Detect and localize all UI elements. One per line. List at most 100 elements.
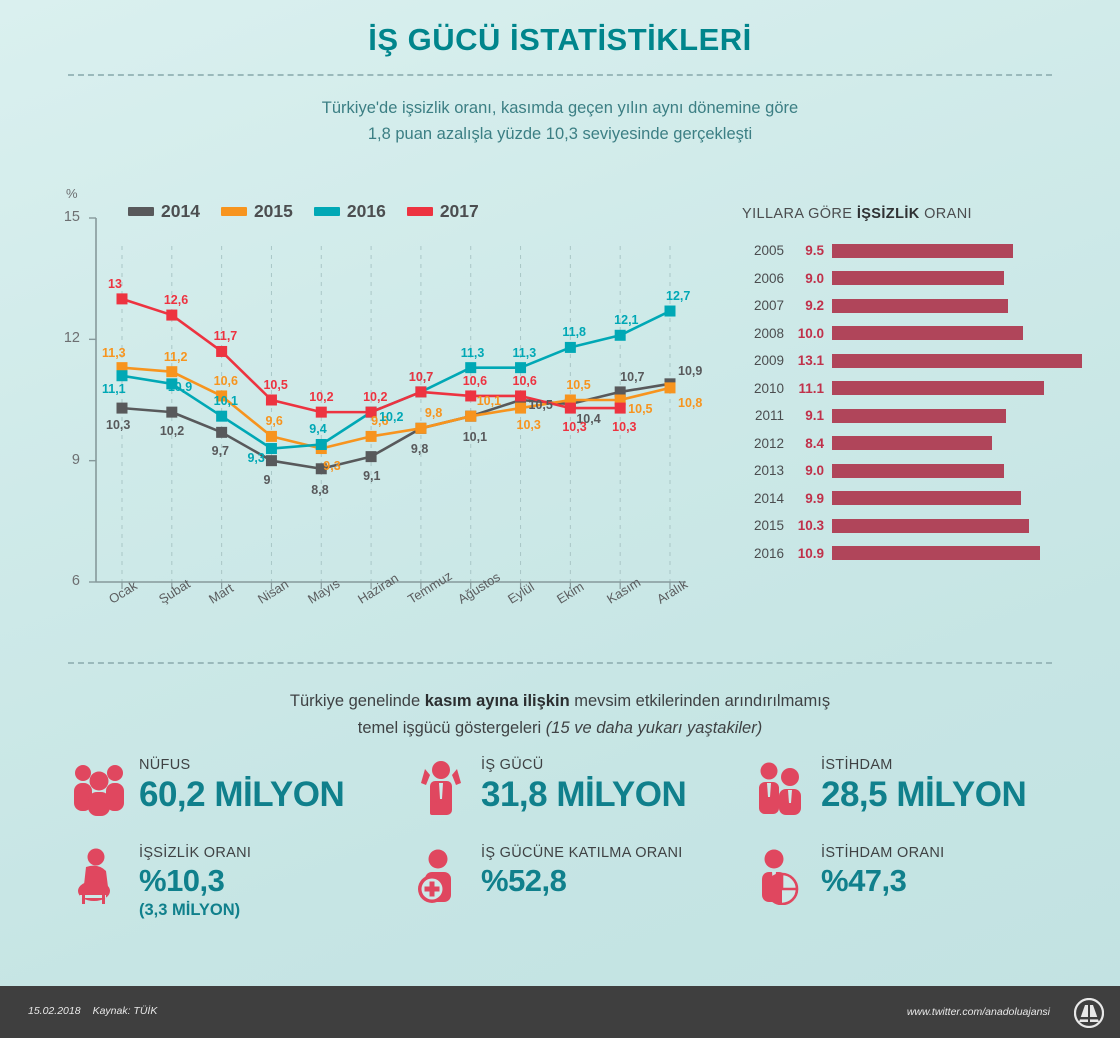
bar-fill	[832, 491, 1021, 505]
bar-year-label: 2007	[753, 298, 784, 313]
point-label-2015-Haziran: 9,6	[371, 414, 389, 429]
note-line1-bold: kasım ayına ilişkin	[424, 692, 570, 710]
bar-track	[832, 491, 1082, 505]
y-tick-6: 6	[71, 573, 80, 589]
divider-middle	[68, 662, 1052, 664]
stat-caption: NÜFUS	[139, 757, 191, 773]
stat-value: 60,2 MİLYON	[139, 775, 345, 814]
stat-card-i-g-c-: İŞ GÜCÜ 31,8 MİLYON	[412, 757, 687, 822]
stat-caption: İSTİHDAM ORANI	[821, 845, 945, 861]
point-label-2016-Eylül: 11,3	[512, 345, 537, 360]
point-label-2014-Nisan: 9	[263, 472, 271, 487]
stat-text: İŞ GÜCÜNE KATILMA ORANI %52,8	[481, 845, 683, 899]
bar-fill	[832, 271, 1004, 285]
point-label-2015-Mayıs: 9,3	[323, 458, 341, 473]
footer-twitter[interactable]: www.twitter.com/anadoluajansi	[906, 1006, 1050, 1018]
point-label-2017-Ağustos: 10,6	[462, 373, 488, 388]
aa-logo-icon	[1073, 997, 1105, 1033]
stat-card-i-g-c-ne-katilma-orani: İŞ GÜCÜNE KATILMA ORANI %52,8	[412, 845, 683, 910]
point-label-2017-Mart: 11,7	[213, 329, 238, 344]
point-label-2014-Ekim: 10,4	[576, 412, 601, 427]
bar-title-part-2: ORANI	[919, 206, 972, 222]
stat-value: %10,3	[139, 863, 225, 898]
bar-fill	[832, 298, 1008, 313]
note-line2-italic: (15 ve daha yukarı yaştakiler)	[545, 719, 763, 737]
stat-value: 31,8 MİLYON	[481, 775, 687, 814]
chart-legend: 2014 2015 2016 2017	[128, 201, 479, 222]
bar-value-label: 9.0	[805, 463, 824, 478]
stat-subvalue: (3,3 MİLYON)	[139, 901, 241, 919]
bar-track	[832, 436, 1082, 450]
point-label-2017-Eylül: 10,6	[512, 373, 537, 388]
subtitle: Türkiye'de işsizlik oranı, kasımda geçen…	[0, 95, 1120, 147]
bar-fill	[832, 243, 1014, 258]
legend-swatch-2016	[313, 207, 340, 216]
note-text: Türkiye genelinde kasım ayına ilişkin me…	[0, 688, 1120, 742]
bar-year-label: 2012	[753, 435, 784, 451]
bar-track	[832, 353, 1082, 368]
monthly-unemployment-line-chart: % 2014 2015 2016 2017 6 9 12 15 10,3 10,2 9,7 9 8,8…	[0, 0, 720, 660]
point-label-2014-Mayıs: 8,8	[311, 482, 329, 497]
bar-year-label: 2009	[753, 353, 784, 368]
bar-row: 2005 9.5	[742, 238, 1082, 263]
point-label-2015-Ocak: 11,3	[102, 345, 126, 360]
legend-item-2014: 2014	[128, 201, 200, 222]
bar-value-label: 9.0	[805, 270, 824, 286]
point-label-2015-Eylül: 10,3	[516, 418, 541, 433]
person-raised-arms-icon	[421, 761, 461, 815]
bar-value-label: 11.1	[798, 380, 824, 396]
bar-year-label: 2014	[753, 490, 784, 506]
legend-item-2016: 2016	[313, 201, 386, 222]
bar-title-bold: İŞSİZLİK	[856, 206, 920, 222]
point-label-2017-Ekim: 10,3	[562, 420, 587, 435]
point-label-2014-Ağustos: 10,1	[462, 430, 488, 445]
point-label-2015-Aralık: 10,8	[678, 395, 703, 410]
legend-label-2016: 2016	[346, 201, 386, 221]
point-label-2014-Haziran: 9,1	[363, 468, 381, 483]
bar-value-label: 13.1	[797, 353, 824, 368]
note-line2-a: temel işgücü göstergeleri	[357, 719, 546, 737]
note-line1-a: Türkiye genelinde	[289, 692, 425, 710]
person-sitting-icon	[70, 845, 128, 910]
y-tick-15: 15	[63, 209, 80, 225]
bar-row: 2012 8.4	[742, 431, 1082, 456]
bar-row: 2014 9.9	[742, 486, 1082, 511]
point-label-2016-Mart: 10,1	[213, 394, 238, 409]
bar-value-label: 9.2	[805, 298, 824, 313]
subtitle-line-1: Türkiye'de işsizlik oranı, kasımda geçen…	[321, 99, 799, 117]
footer: 15.02.2018 Kaynak: TÜİK www.twitter.com/a…	[0, 986, 1120, 1038]
point-label-2016-Ocak: 11,1	[102, 381, 126, 396]
bar-row: 2010 11.1	[742, 376, 1082, 401]
bar-track	[832, 243, 1082, 258]
bar-year-label: 2013	[753, 463, 784, 478]
point-label-2017-Haziran: 10,2	[363, 390, 388, 405]
stat-card-n-fus: NÜFUS 60,2 MİLYON	[70, 757, 345, 822]
legend-label-2015: 2015	[253, 201, 293, 221]
bar-track	[832, 546, 1082, 560]
bar-value-label: 9.1	[805, 408, 824, 423]
y-tick-9: 9	[71, 451, 80, 468]
bar-year-label: 2011	[754, 408, 784, 423]
person-plus-icon	[412, 845, 470, 910]
bar-row: 2006 9.0	[742, 266, 1082, 291]
footer-left: 15.02.2018 Kaynak: TÜİK	[28, 1005, 169, 1017]
person-plus-icon	[418, 849, 451, 903]
point-label-2017-Kasım: 10,3	[612, 420, 637, 435]
point-label-2014-Kasım: 10,7	[620, 369, 645, 384]
bar-year-label: 2010	[753, 380, 784, 396]
footer-source: Kaynak: TÜİK	[92, 1005, 158, 1017]
point-label-2017-Nisan: 10,5	[263, 378, 288, 392]
bar-row: 2016 10.9	[742, 541, 1082, 566]
point-label-2015-Ağustos: 10,1	[476, 394, 502, 409]
note-line1-c: mevsim etkilerinden arındırılmamış	[569, 692, 831, 710]
point-label-2014-Aralık: 10,9	[678, 363, 703, 378]
bar-row: 2015 10.3	[742, 513, 1082, 538]
point-label-2014-Ocak: 10,3	[106, 418, 131, 433]
note-line-2: temel işgücü göstergeleri (15 ve daha yu…	[0, 715, 1120, 742]
bar-track	[832, 518, 1082, 533]
point-label-2015-Ekim: 10,5	[566, 378, 591, 392]
stat-text: İŞSİZLİK ORANI %10,3 (3,3 MİLYON)	[139, 845, 251, 921]
line-chart-svg	[89, 217, 686, 589]
stat-caption: İŞ GÜCÜ	[481, 757, 544, 773]
person-pie-icon	[752, 845, 810, 910]
